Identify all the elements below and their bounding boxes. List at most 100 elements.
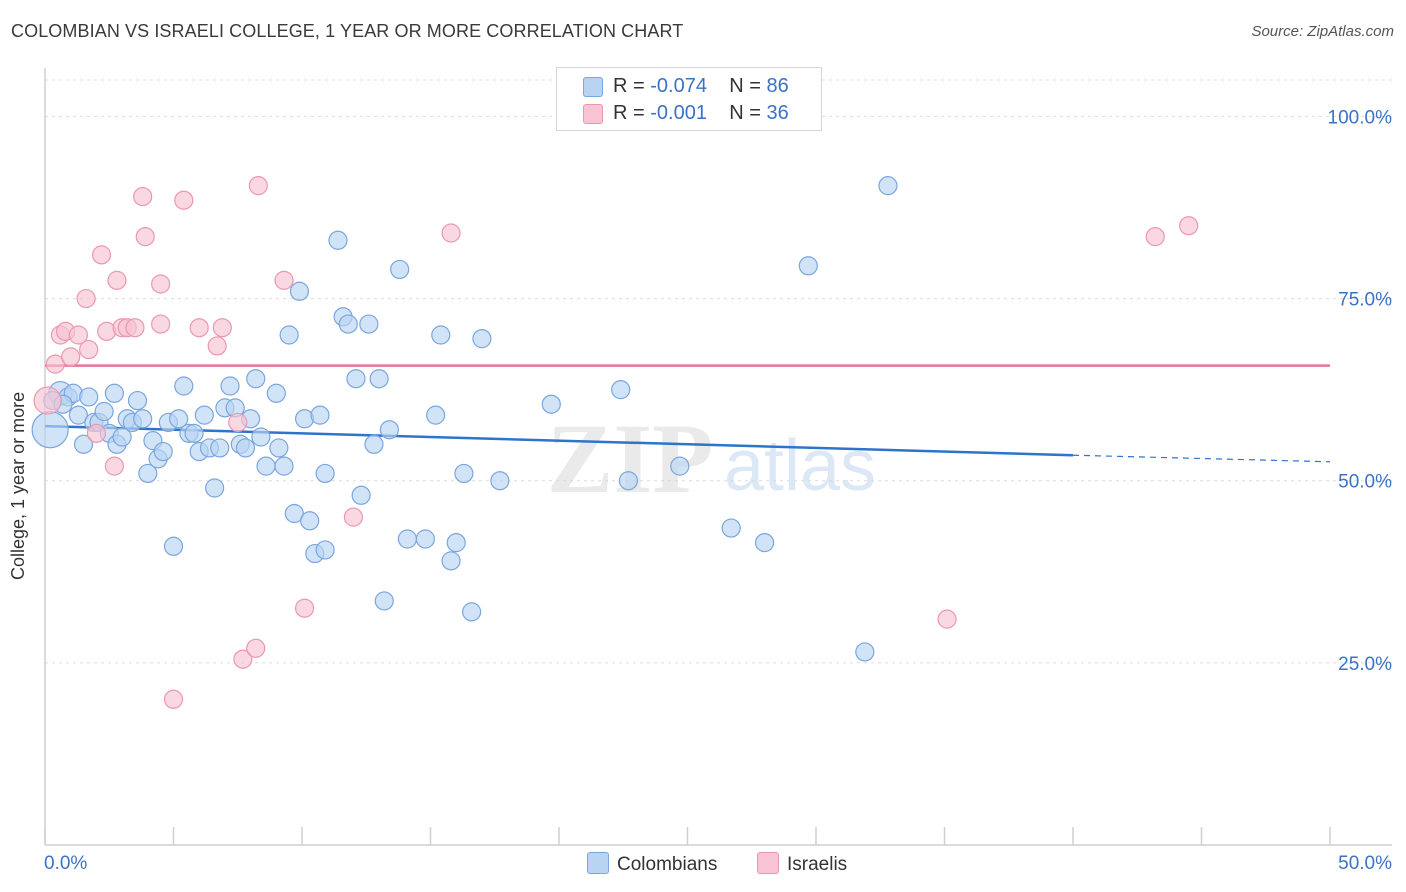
israelis-point	[228, 412, 248, 433]
watermark-zip: ZIP	[547, 403, 714, 514]
colombians-point	[279, 325, 299, 345]
israelis-label: Israelis	[787, 854, 848, 875]
colombians-point	[390, 259, 410, 280]
colombians-point	[127, 390, 148, 411]
n-label: N =	[729, 102, 767, 124]
colombians-point	[611, 380, 631, 400]
n-value: 86	[766, 75, 789, 97]
colombians-point	[855, 642, 875, 662]
israelis-point	[76, 288, 96, 309]
israelis-point	[1145, 227, 1165, 247]
colombians-trend-extension	[1072, 454, 1331, 463]
israelis-swatch	[583, 104, 603, 124]
israelis-point	[133, 186, 153, 207]
tick-labels: 25.0% 50.0% 75.0% 100.0% 0.0% 50.0%	[44, 107, 1392, 874]
colombians-point	[441, 551, 461, 571]
x-tick-label: 50.0%	[1338, 853, 1392, 874]
colombians-point	[184, 423, 204, 443]
israelis-point	[233, 649, 253, 669]
colombians-point	[310, 405, 330, 425]
israelis-point	[91, 245, 112, 265]
colombians-point	[205, 478, 225, 498]
r-value: -0.001	[650, 102, 707, 124]
legend-row-text: R = -0.074 N = 86	[613, 75, 789, 98]
israelis-point	[68, 325, 89, 345]
colombians-point	[798, 256, 818, 276]
colombians-point	[133, 409, 153, 429]
colombians-point	[374, 591, 394, 611]
israelis-point	[294, 598, 315, 618]
watermark-atlas: atlas	[724, 426, 876, 506]
colombians-point	[328, 230, 348, 250]
israelis-point	[248, 176, 268, 196]
colombians-point	[289, 281, 310, 301]
legend-row-text: R = -0.001 N = 36	[613, 102, 789, 125]
israelis-point	[212, 318, 232, 338]
colombians-point	[246, 369, 266, 389]
colombians-point	[379, 420, 399, 440]
israelis-point	[246, 638, 266, 658]
colombians-swatch	[583, 77, 603, 97]
colombians-point	[31, 411, 69, 449]
colombians-point	[220, 376, 240, 396]
colombians-point	[153, 441, 173, 462]
colombians-point	[541, 394, 561, 414]
trend-lines	[44, 364, 1331, 463]
r-label: R =	[613, 102, 651, 124]
colombians-point	[269, 438, 289, 458]
colombians-point	[210, 438, 230, 458]
colombians-point	[104, 383, 124, 403]
colombians-point	[351, 485, 371, 505]
colombians-point	[266, 383, 286, 403]
colombians-point	[338, 314, 358, 334]
n-label: N =	[729, 75, 767, 97]
israelis-point	[151, 314, 171, 334]
colombians-point	[462, 602, 482, 622]
colombians-point	[364, 434, 384, 454]
colombians-point	[472, 329, 492, 349]
colombians-point	[446, 533, 466, 553]
colombians-point	[169, 409, 189, 429]
r-value: -0.074	[650, 75, 707, 97]
israelis-point	[937, 609, 957, 629]
israelis-point	[135, 227, 155, 247]
colombians-points	[31, 176, 898, 662]
colombians-point	[300, 511, 320, 531]
colombians-point	[369, 369, 389, 389]
colombians-point	[194, 405, 214, 425]
colombians-point	[415, 529, 435, 549]
stats-legend: R = -0.074 N = 86 R = -0.001 N = 36	[556, 67, 822, 131]
israelis-point	[174, 190, 194, 210]
colombians-point	[346, 369, 366, 389]
colombians-point	[878, 176, 898, 196]
israelis-point	[79, 339, 99, 360]
chart-title: COLOMBIAN VS ISRAELI COLLEGE, 1 YEAR OR …	[11, 21, 684, 41]
israelis-point	[441, 223, 461, 243]
colombians-point	[431, 325, 451, 345]
colombians-point	[138, 463, 158, 484]
bottom-legend-israelis: Israelis	[757, 852, 847, 876]
colombians-point	[112, 427, 132, 447]
israelis-point	[163, 689, 184, 709]
israelis-point	[189, 318, 209, 338]
colombians-point	[315, 463, 335, 484]
israelis-point	[274, 270, 294, 290]
y-tick-label: 75.0%	[1338, 290, 1392, 311]
colombians-point	[490, 471, 510, 491]
colombians-point	[359, 314, 379, 334]
colombians-label: Colombians	[617, 854, 718, 875]
colombians-trend-line	[44, 424, 1074, 457]
colombians-point	[721, 518, 741, 538]
colombians-point	[251, 427, 271, 447]
colombians-point	[754, 533, 775, 553]
gridlines	[45, 79, 1392, 664]
colombians-point	[256, 456, 276, 476]
israelis-point	[61, 347, 81, 367]
colombians-point	[454, 463, 474, 484]
bottom-legend-colombians: Colombians	[587, 852, 717, 876]
colombians-point	[315, 540, 335, 560]
n-value: 36	[766, 102, 789, 124]
israelis-point	[125, 318, 145, 338]
colombians-point	[79, 387, 99, 407]
